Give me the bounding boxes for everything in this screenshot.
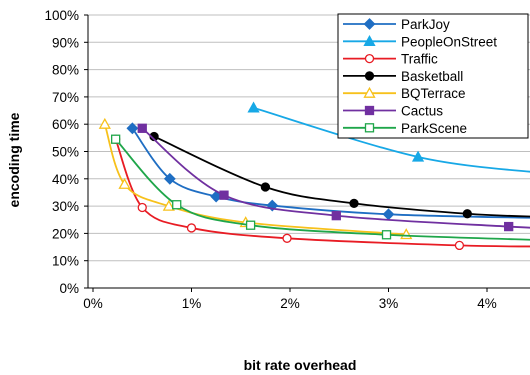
data-point: [247, 101, 260, 113]
legend-swatch-marker: [363, 18, 376, 30]
legend-label: ParkScene: [401, 121, 467, 136]
x-tick-label: 4%: [477, 296, 497, 311]
legend-item-cactus: Cactus: [343, 104, 443, 119]
data-point: [381, 230, 392, 240]
data-point: [331, 211, 341, 221]
y-tick-label: 40%: [52, 172, 79, 187]
y-tick-label: 0%: [59, 281, 79, 296]
x-tick-label: 2%: [280, 296, 300, 311]
series-line: [114, 138, 530, 248]
data-point: [245, 220, 256, 230]
series-cactus: [137, 123, 530, 232]
data-point: [137, 123, 147, 133]
data-point: [172, 200, 182, 210]
legend-item-basketball: Basketball: [343, 69, 463, 84]
legend-item-peopleonstreet: PeopleOnStreet: [343, 34, 497, 49]
legend: ParkJoy PeopleOnStreet Traffic Basketball BQ…: [337, 13, 529, 139]
y-tick-label: 70%: [52, 90, 79, 105]
legend-item-parkjoy: ParkJoy: [343, 17, 450, 32]
legend-item-parkscene: ParkScene: [343, 121, 467, 136]
series-basketball: [149, 131, 530, 219]
legend-swatch-marker: [364, 123, 375, 133]
y-tick-label: 60%: [52, 117, 79, 132]
series-line: [153, 135, 530, 218]
data-point: [349, 198, 359, 209]
data-point: [186, 223, 197, 233]
legend-swatch-marker: [364, 105, 375, 116]
y-axis-title: encoding time: [6, 112, 22, 207]
y-tick-label: 80%: [52, 63, 79, 78]
legend-label: PeopleOnStreet: [401, 34, 497, 49]
legend-swatch-marker: [363, 34, 376, 46]
legend-item-bqterrace: BQTerrace: [343, 86, 466, 101]
x-tick-label: 3%: [379, 296, 399, 311]
legend-label: Cactus: [401, 104, 443, 119]
data-point: [454, 240, 465, 251]
legend-swatch-marker: [363, 86, 376, 98]
y-tick-label: 10%: [52, 254, 79, 269]
legend-label: BQTerrace: [401, 86, 466, 101]
data-point: [118, 177, 131, 189]
data-point: [162, 199, 175, 211]
data-point: [137, 202, 147, 213]
x-tick-label: 0%: [83, 296, 103, 311]
y-tick-label: 90%: [52, 35, 79, 50]
legend-swatch-marker: [364, 53, 375, 64]
series-layer: [98, 101, 530, 251]
data-point: [219, 190, 229, 200]
legend-item-traffic: Traffic: [343, 52, 438, 67]
legend-label: Basketball: [401, 69, 463, 84]
data-point: [126, 122, 139, 135]
series-parkscene: [111, 134, 530, 241]
y-tick-label: 30%: [52, 199, 79, 214]
data-point: [98, 117, 111, 129]
data-point: [163, 172, 176, 185]
data-point: [260, 182, 271, 192]
x-axis-title: bit rate overhead: [244, 357, 357, 373]
series-line: [114, 138, 530, 241]
data-point: [382, 208, 395, 221]
data-point: [282, 233, 292, 243]
legend-label: ParkJoy: [401, 17, 450, 32]
legend-label: Traffic: [401, 52, 438, 67]
data-point: [462, 209, 472, 219]
data-point: [111, 134, 121, 144]
data-point: [411, 150, 425, 162]
x-axis-ticks: 0% 1% 2% 3% 4%: [83, 288, 497, 311]
data-point: [504, 221, 514, 232]
series-peopleonstreet: [247, 101, 530, 173]
y-axis-ticks: 0% 10% 20% 30% 40% 50% 60% 70% 80% 90% 100%: [44, 8, 88, 296]
x-tick-label: 1%: [182, 296, 202, 311]
legend-swatch-marker: [364, 71, 375, 81]
y-tick-label: 50%: [52, 145, 79, 160]
y-tick-label: 20%: [52, 226, 79, 241]
y-tick-label: 100%: [44, 8, 79, 23]
